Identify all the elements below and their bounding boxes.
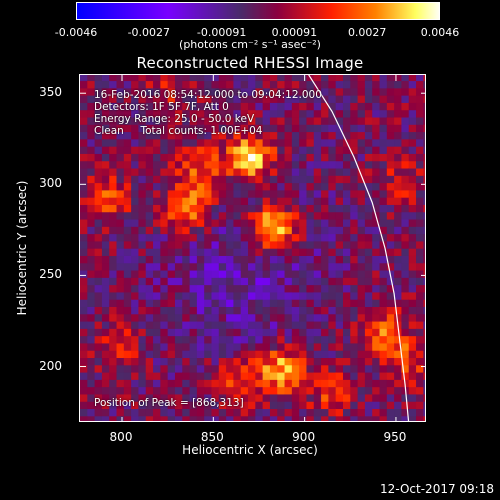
colorbar-tick-label: -0.0027 — [127, 26, 171, 39]
colorbar-tick-label: 0.0027 — [347, 26, 387, 39]
detectors-label: Detectors: 1F 5F 7F, Att 0 — [94, 101, 229, 113]
colorbar-tick-label: -0.00091 — [196, 26, 247, 39]
colorbar-tick-label: 0.00091 — [271, 26, 318, 39]
plot-title: Reconstructed RHESSI Image — [136, 54, 364, 72]
rhessi-image — [80, 75, 425, 421]
y-axis-label: Heliocentric Y (arcsec) — [15, 180, 29, 316]
x-tick-label: 900 — [292, 430, 316, 444]
x-tick-label: 800 — [109, 430, 133, 444]
solar-limb-line — [308, 75, 410, 421]
colorbar — [76, 2, 440, 20]
x-axis-label: Heliocentric X (arcsec) — [182, 443, 318, 457]
y-tick-label: 350 — [39, 85, 62, 100]
colorbar-units: (photons cm⁻² s⁻¹ asec⁻²) — [179, 38, 321, 51]
generation-timestamp: 12-Oct-2017 09:18 — [380, 482, 494, 496]
x-tick-label: 950 — [383, 430, 407, 444]
y-tick-label: 300 — [39, 176, 62, 191]
colorbar-tick-label: 0.0046 — [420, 26, 460, 39]
x-tick-label: 850 — [200, 430, 224, 444]
time-range-label: 16-Feb-2016 08:54:12.000 to 09:04:12.000 — [94, 89, 322, 101]
image-plot-area: 16-Feb-2016 08:54:12.000 to 09:04:12.000… — [79, 74, 426, 422]
method-counts-label: Clean Total counts: 1.00E+04 — [94, 125, 263, 137]
y-tick-label: 200 — [39, 358, 62, 373]
y-tick-label: 250 — [39, 267, 62, 282]
colorbar-tick-label: -0.0046 — [54, 26, 98, 39]
peak-position-label: Position of Peak = [868,313] — [94, 397, 244, 409]
energy-range-label: Energy Range: 25.0 - 50.0 keV — [94, 113, 255, 125]
